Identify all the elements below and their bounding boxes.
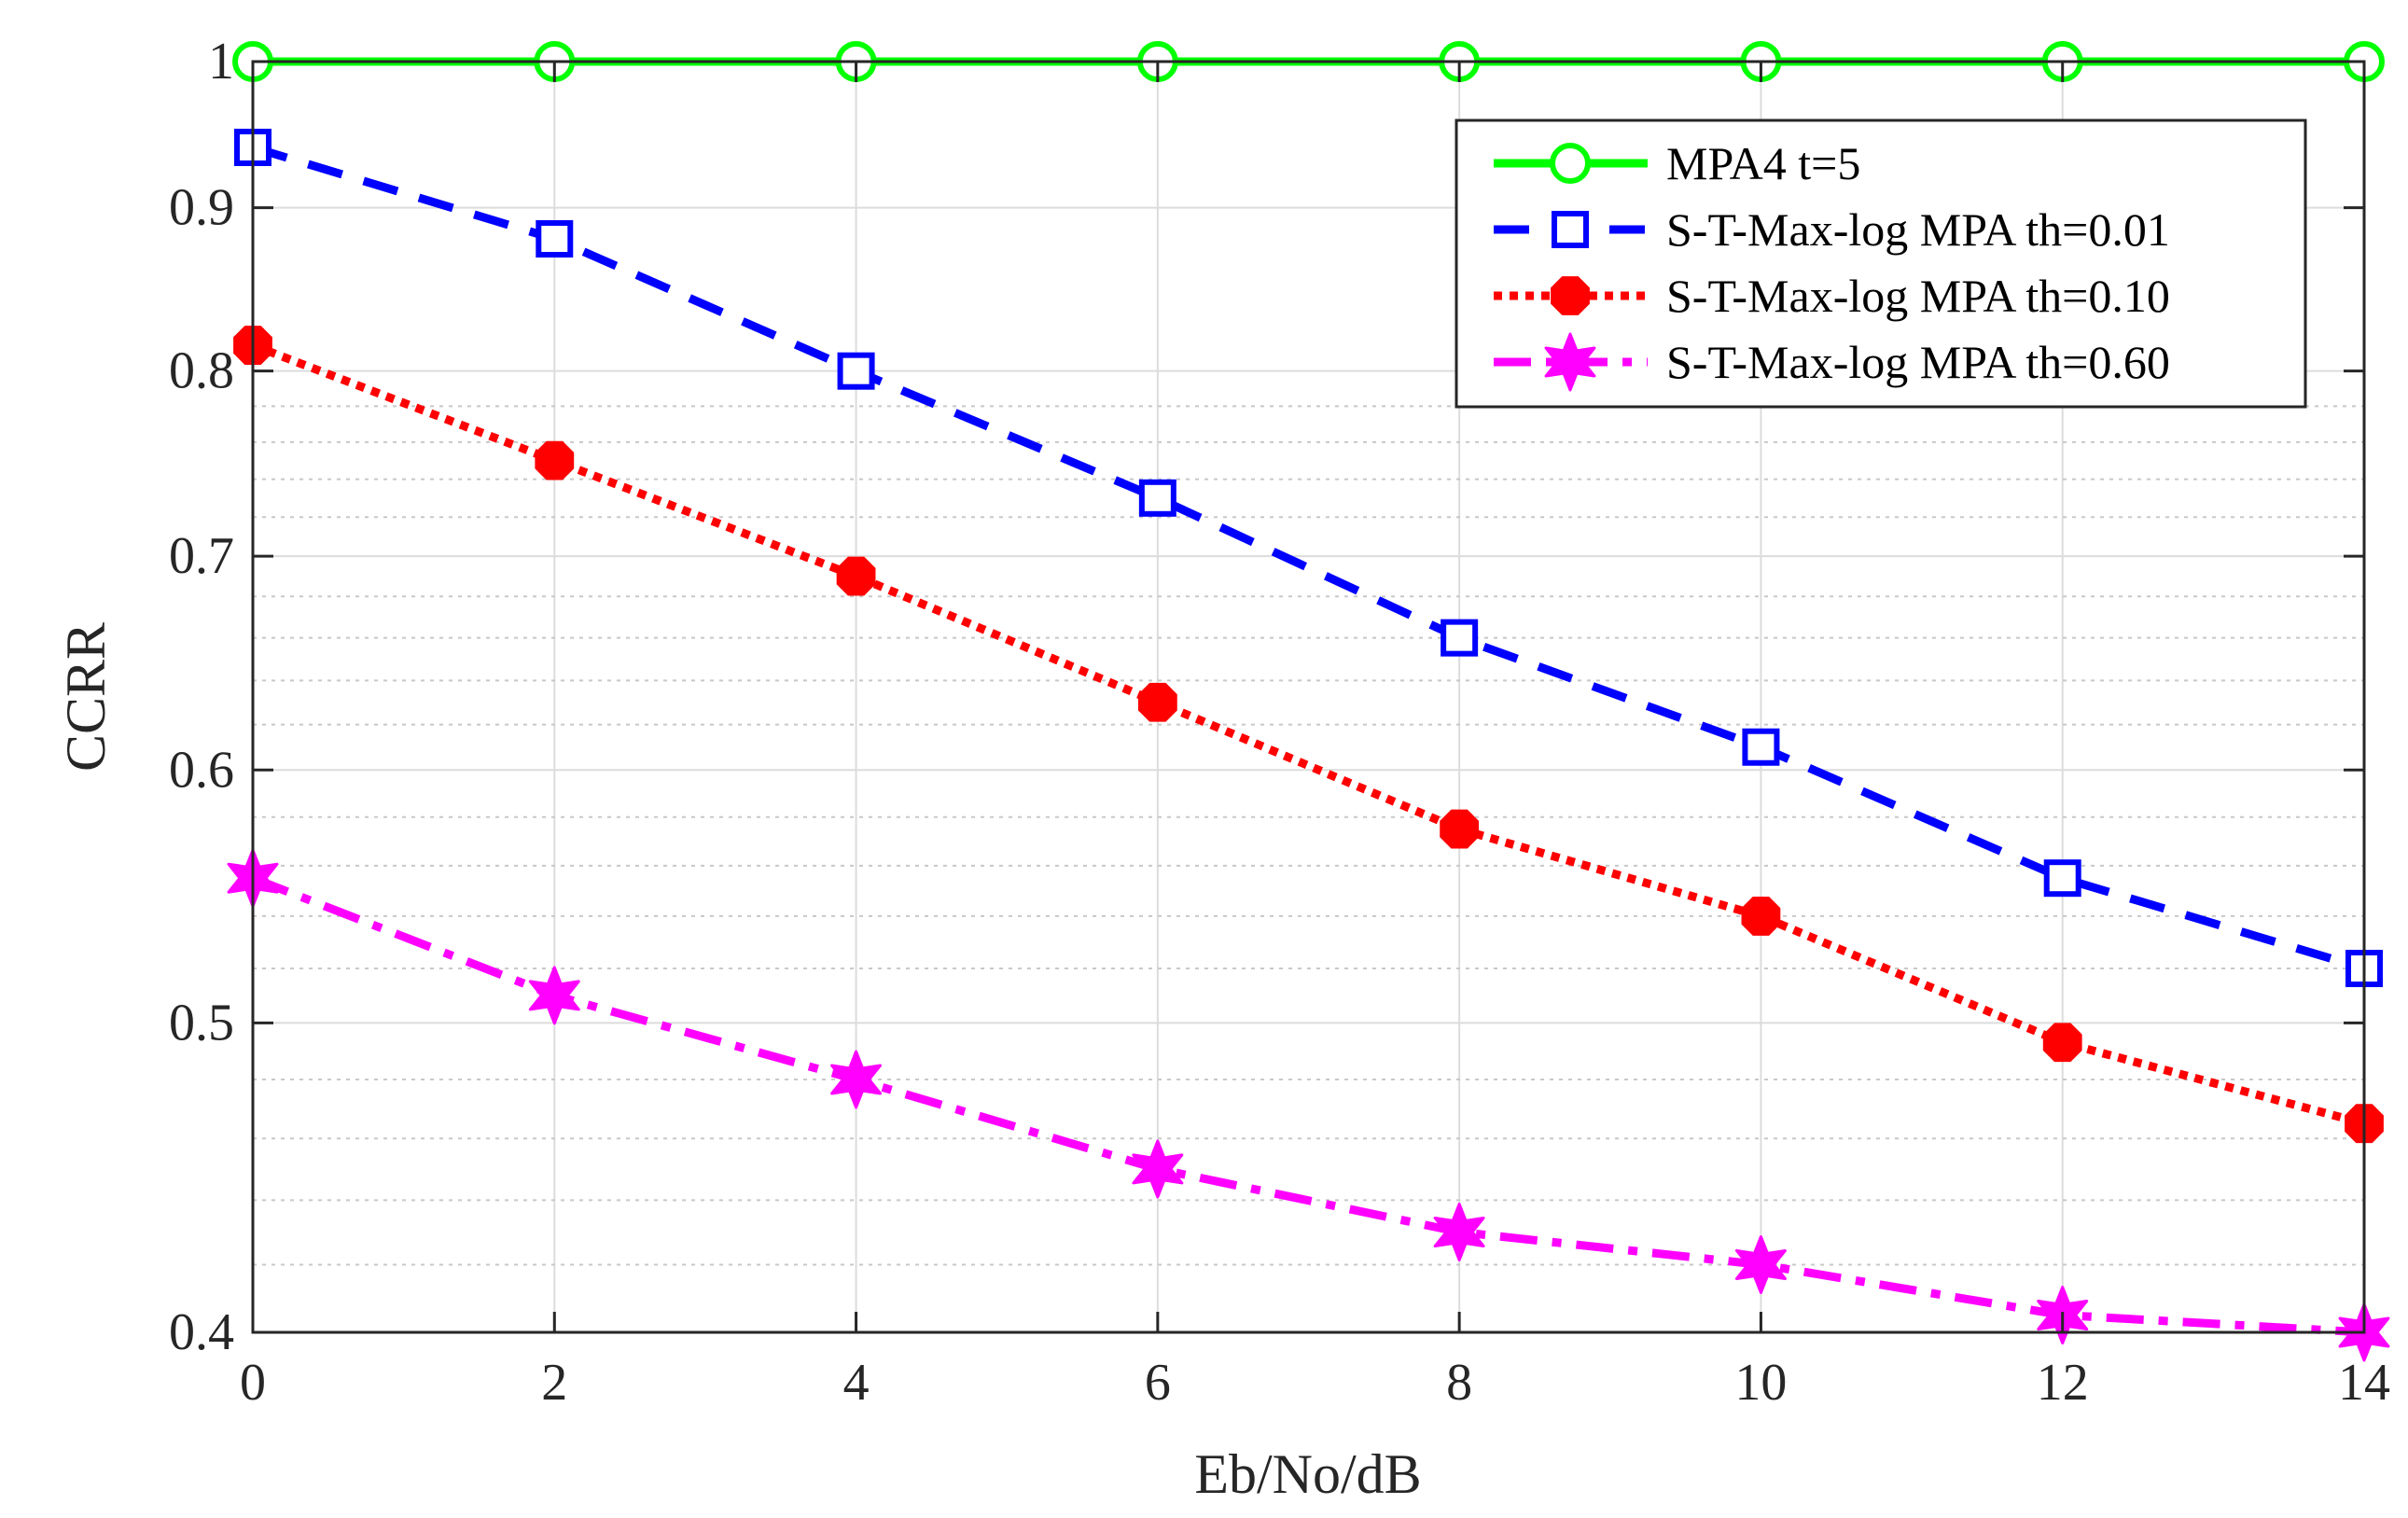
- legend-label: S-T-Max-log MPA th=0.60: [1666, 336, 2170, 388]
- data-point-th010: [836, 556, 876, 596]
- y-axis-title: CCRR: [55, 622, 117, 772]
- x-tick-label: 0: [240, 1354, 266, 1412]
- data-point-th010: [1741, 897, 1781, 936]
- data-point-th010: [1440, 809, 1480, 849]
- legend-label: S-T-Max-log MPA th=0.10: [1666, 270, 2170, 322]
- x-tick-label: 14: [2338, 1354, 2390, 1412]
- legend-marker: [1552, 211, 1589, 248]
- x-tick-label: 8: [1446, 1354, 1472, 1412]
- data-point-th001: [1138, 479, 1176, 517]
- data-point-th010: [2042, 1023, 2082, 1063]
- data-point-th001: [536, 220, 574, 258]
- data-point-th060: [528, 966, 580, 1025]
- y-tick-label: 1: [208, 33, 234, 91]
- legend-entry-th010: S-T-Max-log MPA th=0.10: [1494, 270, 2170, 322]
- data-point-th001: [2043, 859, 2081, 898]
- legend-marker: [1550, 143, 1591, 184]
- legend-marker: [1544, 332, 1596, 392]
- plot-frame: [251, 60, 2366, 1334]
- x-tick-label: 4: [843, 1354, 870, 1412]
- y-tick-label: 0.5: [169, 994, 234, 1051]
- y-tick-label: 0.6: [169, 741, 234, 799]
- data-point-th001: [837, 352, 875, 390]
- data-point-th060: [1132, 1139, 1184, 1199]
- legend-entry-th001: S-T-Max-log MPA th=0.01: [1494, 203, 2170, 256]
- x-tick-labels: 0 2 4 6 8 10 12 14: [240, 1354, 2390, 1412]
- series-line-th060: [251, 873, 2365, 1337]
- y-tick-label: 0.8: [169, 342, 234, 400]
- y-tick-label: 0.4: [169, 1303, 234, 1361]
- data-point-th010: [1137, 682, 1177, 722]
- series-th001: [234, 128, 2383, 988]
- x-tick-label: 12: [2037, 1354, 2089, 1412]
- legend-entry-mpa4: MPA4 t=5: [1494, 137, 1860, 189]
- data-point-th001: [1742, 728, 1780, 766]
- data-point-th010: [535, 440, 575, 480]
- data-point-th060: [1433, 1203, 1485, 1261]
- axis-ticks: [251, 60, 2366, 1334]
- legend-entry-th060: S-T-Max-log MPA th=0.60: [1494, 332, 2170, 392]
- data-point-th060: [830, 1050, 883, 1109]
- legend-marker: [1551, 276, 1590, 315]
- y-tick-labels: 0.4 0.5 0.6 0.7 0.8 0.9 1: [169, 33, 234, 1361]
- x-axis-title: Eb/No/dB: [1194, 1443, 1421, 1505]
- series-th010: [233, 326, 2384, 1144]
- y-tick-label: 0.9: [169, 179, 234, 237]
- x-tick-label: 2: [541, 1354, 567, 1412]
- x-tick-label: 10: [1734, 1354, 1787, 1412]
- x-tick-label: 6: [1145, 1354, 1171, 1412]
- data-point-th060: [1734, 1234, 1787, 1294]
- series-line-th001: [251, 143, 2366, 973]
- legend: MPA4 t=5 S-T-Max-log MPA th=0.01 S-T-Max-l…: [1455, 118, 2307, 409]
- legend-label: S-T-Max-log MPA th=0.01: [1666, 203, 2170, 256]
- legend-label: MPA4 t=5: [1666, 137, 1860, 189]
- y-tick-label: 0.7: [169, 527, 234, 585]
- data-point-th001: [1441, 619, 1479, 657]
